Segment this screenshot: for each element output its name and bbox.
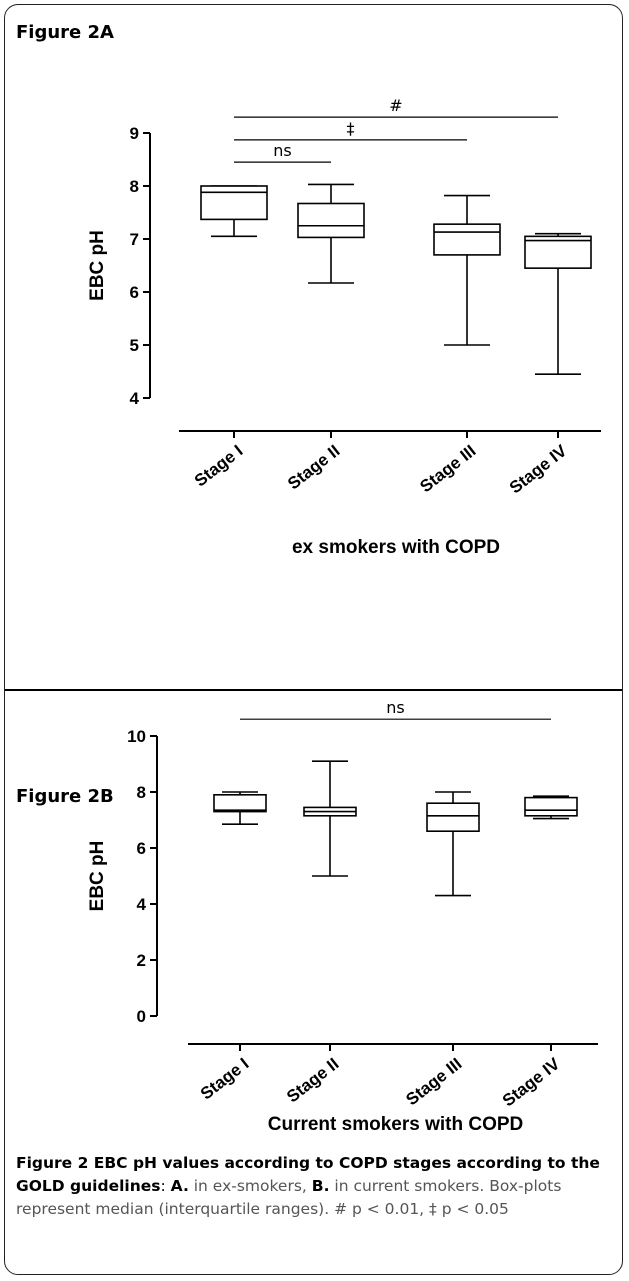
y-tick-label: 9 <box>130 124 139 143</box>
y-tick-label: 4 <box>130 389 140 408</box>
x-axis-label: Current smokers with COPD <box>268 1114 524 1135</box>
x-tick-label: Stage II <box>283 1054 342 1106</box>
box-iqr <box>524 796 578 817</box>
x-axis-label: ex smokers with COPD <box>292 537 500 558</box>
figure-caption: Figure 2 EBC pH values according to COPD… <box>16 1152 612 1221</box>
y-tick-label: 6 <box>130 283 139 302</box>
x-tick-label: Stage I <box>197 1054 253 1103</box>
significance-label: ns <box>273 141 291 160</box>
figure-2a-title: Figure 2A <box>16 22 114 43</box>
y-tick-label: 8 <box>130 177 139 196</box>
significance-label: ns <box>386 698 404 717</box>
caption-a-label: A. <box>170 1177 189 1195</box>
box-iqr <box>200 185 268 221</box>
y-axis-label: EBC pH <box>87 841 108 912</box>
box-iqr <box>524 235 592 269</box>
chart-figure-2b: 0 2 4 6 8 10 EBC pH Stage I Stage II Stage III Sta… <box>87 698 598 1135</box>
x-tick-label: Stage III <box>416 441 479 496</box>
panel-divider <box>5 689 622 691</box>
x-tick-label: Stage II <box>284 441 343 493</box>
significance-label: # <box>389 96 402 115</box>
box-iqr <box>213 793 267 813</box>
box-iqr <box>426 802 480 833</box>
y-tick-label: 10 <box>127 727 146 746</box>
y-tick-label: 4 <box>137 895 147 914</box>
x-tick-label: Stage IV <box>499 1054 564 1111</box>
chart-figure-2a: 4 5 6 7 8 9 EBC pH Stage I Stage II Stage III Stag… <box>87 96 601 558</box>
x-tick-label: Stage IV <box>506 441 571 498</box>
caption-text-1: : <box>160 1177 171 1195</box>
x-tick-label: Stage I <box>191 441 247 490</box>
y-axis-label: EBC pH <box>87 230 108 301</box>
caption-text-3: in current smokers. <box>329 1177 485 1195</box>
figure-frame <box>4 4 623 1275</box>
x-tick-label: Stage III <box>402 1054 465 1109</box>
caption-lead: Figure 2 EBC pH values according to COPD… <box>16 1154 600 1195</box>
significance-label: ‡ <box>347 119 355 138</box>
box-iqr <box>297 202 365 239</box>
figure-2b-title: Figure 2B <box>16 786 114 807</box>
y-tick-label: 0 <box>137 1007 146 1026</box>
y-tick-label: 5 <box>130 336 139 355</box>
caption-text-4: Box-plots represent median (interquartil… <box>16 1177 562 1218</box>
box-iqr <box>433 223 501 256</box>
y-tick-label: 6 <box>137 839 146 858</box>
y-tick-label: 7 <box>130 230 139 249</box>
y-tick-label: 8 <box>137 783 146 802</box>
caption-text-2: in ex-smokers, <box>188 1177 312 1195</box>
y-tick-label: 2 <box>137 951 146 970</box>
caption-b-label: B. <box>311 1177 330 1195</box>
